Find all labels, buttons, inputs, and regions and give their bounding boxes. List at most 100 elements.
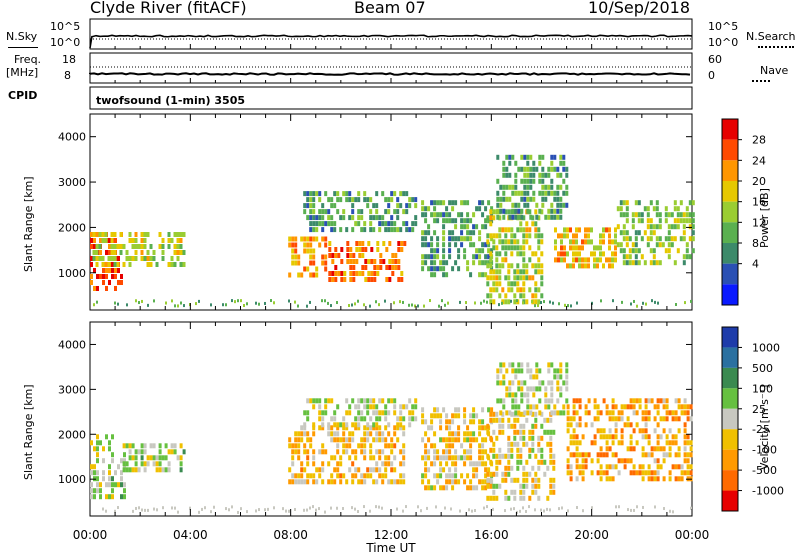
power-cell xyxy=(128,256,132,261)
velocity-cell xyxy=(556,410,560,416)
velocity-cell xyxy=(514,398,518,404)
power-cell xyxy=(502,166,506,172)
velocity-cell xyxy=(677,476,681,482)
power-cell xyxy=(120,280,123,285)
power-cell xyxy=(339,197,343,203)
power-cell xyxy=(110,244,114,249)
velocity-cell xyxy=(381,410,385,416)
velocity-cell xyxy=(424,455,428,461)
power-cell xyxy=(451,266,455,272)
power-cell xyxy=(309,215,313,221)
power-cell xyxy=(508,160,512,166)
power-cell xyxy=(532,172,536,178)
power-cell xyxy=(114,268,117,273)
power-cell xyxy=(502,196,506,202)
velocity-cell xyxy=(372,398,376,404)
power-cell xyxy=(381,191,385,197)
power-cell xyxy=(522,233,526,239)
velocity-cell xyxy=(553,404,557,410)
velocity-ground-cell xyxy=(636,505,638,509)
velocity-cell xyxy=(572,440,576,446)
velocity-cell xyxy=(644,428,648,434)
power-cell xyxy=(581,245,584,251)
power-cell xyxy=(578,251,581,257)
power-ground-cell xyxy=(657,301,659,305)
power-cell xyxy=(98,256,102,261)
nsky-tick-top: 10^5 xyxy=(50,20,81,33)
power-cell xyxy=(682,230,686,236)
velocity-cell xyxy=(469,419,473,425)
velocity-cell xyxy=(90,494,93,500)
velocity-cell xyxy=(448,437,452,443)
power-cell xyxy=(95,256,99,261)
velocity-cell xyxy=(590,422,594,428)
power-ground-cell xyxy=(351,303,353,307)
power-cell xyxy=(646,212,650,218)
power-cell xyxy=(402,209,406,215)
power-cell xyxy=(520,178,524,184)
velocity-cell xyxy=(550,392,554,398)
velocity-cell xyxy=(689,416,693,422)
power-cell xyxy=(685,242,689,248)
velocity-cell xyxy=(436,413,440,419)
nsky-label: N.Sky xyxy=(6,30,38,43)
power-cell xyxy=(572,251,575,257)
power-cell xyxy=(370,271,374,276)
power-cell xyxy=(534,281,538,287)
power-cell xyxy=(481,200,485,206)
velocity-cbtick-label: 1000 xyxy=(752,341,780,354)
power-cell xyxy=(528,209,532,215)
velocity-cell xyxy=(96,452,99,458)
velocity-cell xyxy=(502,362,506,368)
power-cell xyxy=(525,221,529,227)
velocity-cell xyxy=(611,452,615,458)
velocity-cell xyxy=(475,413,479,419)
velocity-cell xyxy=(519,489,523,495)
power-cell xyxy=(550,184,554,190)
velocity-cell xyxy=(342,473,346,479)
xtick-label: 16:00 xyxy=(474,528,509,542)
velocity-cell xyxy=(647,470,651,476)
velocity-cell xyxy=(529,386,533,392)
velocity-cell xyxy=(120,482,123,488)
velocity-cell xyxy=(179,443,183,449)
power-cell xyxy=(303,203,307,209)
velocity-cell xyxy=(99,482,102,488)
power-cell xyxy=(537,269,541,275)
velocity-cell xyxy=(333,467,337,473)
velocity-cell xyxy=(384,473,388,479)
power-cell xyxy=(510,251,514,257)
velocity-cell xyxy=(556,368,560,374)
power-cell xyxy=(487,248,491,254)
velocity-cell xyxy=(297,437,301,443)
velocity-cell xyxy=(498,423,502,429)
power-cell xyxy=(309,236,313,242)
velocity-cell xyxy=(372,437,376,443)
power-cell xyxy=(614,227,617,233)
power-cell xyxy=(569,239,572,245)
velocity-cell xyxy=(123,482,126,488)
power-cell xyxy=(489,269,493,275)
power-cell xyxy=(375,203,379,209)
power-cell xyxy=(391,271,395,276)
power-cell xyxy=(519,287,523,293)
velocity-cell xyxy=(321,461,325,467)
velocity-cell xyxy=(351,449,355,455)
velocity-cell xyxy=(526,410,530,416)
power-ground-cell xyxy=(408,303,410,307)
power-cell xyxy=(333,191,337,197)
velocity-cell xyxy=(375,404,379,410)
power-cell xyxy=(128,232,132,237)
power-ground-cell xyxy=(138,301,140,305)
power-ground-cell xyxy=(690,299,692,303)
velocity-cbtick-label: -25 xyxy=(752,423,770,436)
velocity-cell xyxy=(632,410,636,416)
velocity-cell xyxy=(448,431,452,437)
velocity-cell xyxy=(90,440,93,446)
power-cell xyxy=(534,287,538,293)
velocity-cell xyxy=(662,446,666,452)
power-cell xyxy=(575,227,578,233)
power-cell xyxy=(390,215,394,221)
power-cbtick-label: 16 xyxy=(752,196,766,209)
velocity-cell xyxy=(608,416,612,422)
